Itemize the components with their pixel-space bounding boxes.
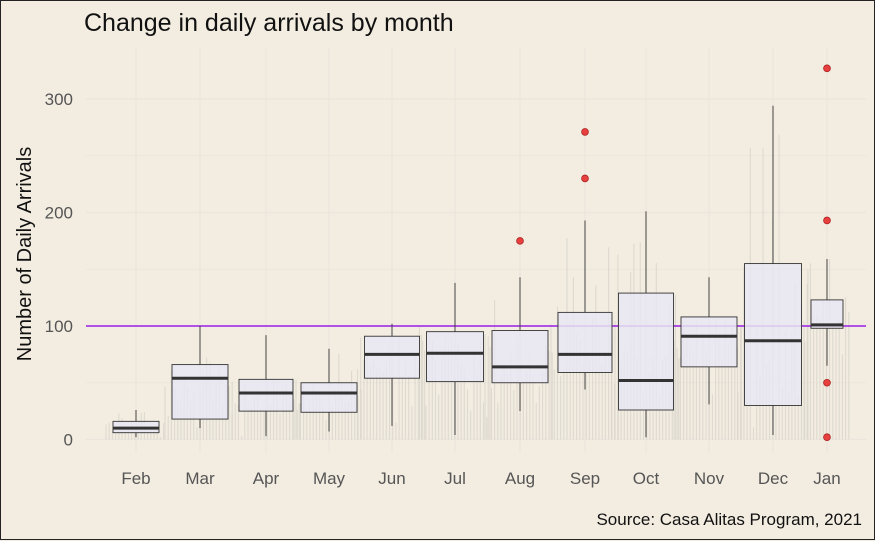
box-body	[618, 292, 674, 411]
y-axis-ticks: 0 100 200 300	[45, 90, 73, 450]
outlier-point	[823, 378, 831, 387]
outlier-point	[823, 433, 831, 442]
y-tick-label: 300	[45, 90, 73, 109]
box-body	[744, 263, 802, 406]
x-tick-label: Sep	[570, 469, 600, 488]
x-tick-label: Jul	[444, 469, 466, 488]
box-mar	[171, 326, 229, 429]
box-body	[426, 331, 484, 383]
box-nov	[680, 277, 738, 405]
chart-caption: Source: Casa Alitas Program, 2021	[596, 510, 862, 529]
box-jul	[426, 282, 484, 435]
outlier-point	[823, 64, 831, 73]
outlier-point	[581, 128, 589, 136]
outlier-point	[823, 216, 831, 225]
x-tick-label: Dec	[758, 469, 789, 488]
y-tick-label: 200	[45, 204, 73, 223]
box-body	[364, 335, 420, 379]
box-jun	[364, 323, 420, 426]
box-sep	[557, 128, 613, 390]
box-oct	[618, 211, 674, 438]
box-body	[171, 364, 229, 420]
x-tick-label: Jan	[813, 469, 840, 488]
y-tick-label: 100	[45, 317, 73, 336]
x-tick-label: Apr	[253, 469, 280, 488]
y-tick-label: 0	[64, 431, 73, 450]
box-body	[491, 330, 549, 384]
box-body	[300, 382, 358, 413]
box-body	[680, 316, 738, 368]
y-axis-title: Number of Daily Arrivals	[14, 147, 36, 362]
box-body	[557, 311, 613, 373]
x-axis-ticks: Feb Mar Apr May Jun Jul Aug Sep Oct Nov Dec Jan	[121, 469, 840, 488]
x-tick-label: May	[313, 469, 346, 488]
x-tick-label: Aug	[505, 469, 535, 488]
box-dec	[744, 105, 802, 435]
box-feb	[112, 409, 160, 438]
x-tick-label: Oct	[633, 469, 660, 488]
outlier-point	[581, 174, 589, 183]
box-body	[238, 378, 294, 412]
x-tick-label: Nov	[694, 469, 725, 488]
chart-title: Change in daily arrivals by month	[84, 9, 454, 37]
x-tick-label: Jun	[378, 469, 405, 488]
box-jan	[810, 64, 844, 442]
box-apr	[238, 335, 294, 437]
box-aug	[491, 237, 549, 412]
boxes	[112, 64, 844, 442]
box-may	[300, 348, 358, 432]
outlier-point	[516, 237, 524, 245]
x-tick-label: Mar	[185, 469, 215, 488]
x-tick-label: Feb	[121, 469, 150, 488]
